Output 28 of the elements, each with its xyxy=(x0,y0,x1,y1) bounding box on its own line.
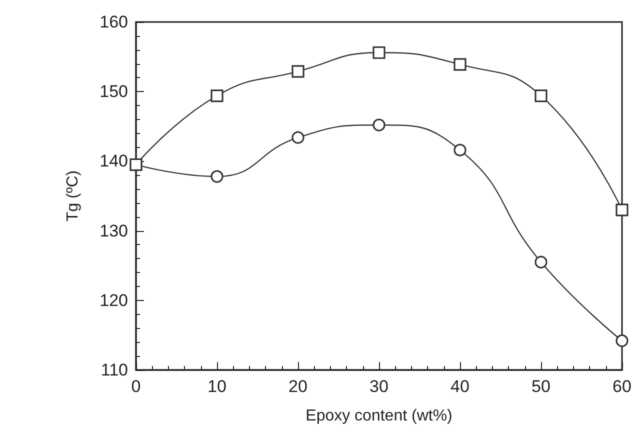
point xyxy=(454,58,466,71)
y-tick-label: 130 xyxy=(100,221,128,240)
point xyxy=(454,144,466,156)
y-tick-label: 120 xyxy=(100,290,128,310)
y-tick-label: 160 xyxy=(100,12,128,32)
point xyxy=(210,170,224,183)
point xyxy=(534,89,548,102)
point xyxy=(372,118,386,132)
x-tick-label: 0 xyxy=(131,377,141,396)
x-tick-label: 50 xyxy=(532,377,550,396)
y-tick-label: 150 xyxy=(100,82,128,102)
point xyxy=(372,46,386,59)
y-tick-label: 140 xyxy=(100,152,128,171)
point xyxy=(292,65,304,78)
point xyxy=(210,89,224,102)
y-tick-label: 110 xyxy=(100,360,128,380)
x-tick-label: 10 xyxy=(208,377,226,396)
point xyxy=(292,131,304,144)
x-tick-label: 30 xyxy=(370,377,388,396)
point xyxy=(616,334,628,348)
x-axis-title: Epoxy content (wt%) xyxy=(306,408,452,424)
point xyxy=(616,204,628,216)
x-tick-label: 20 xyxy=(288,377,308,396)
y-axis-title: Tg (ºC) xyxy=(64,170,82,222)
x-tick-label: 60 xyxy=(612,377,632,396)
point xyxy=(130,158,142,171)
x-tick-label: 40 xyxy=(450,377,470,396)
point xyxy=(534,256,548,268)
